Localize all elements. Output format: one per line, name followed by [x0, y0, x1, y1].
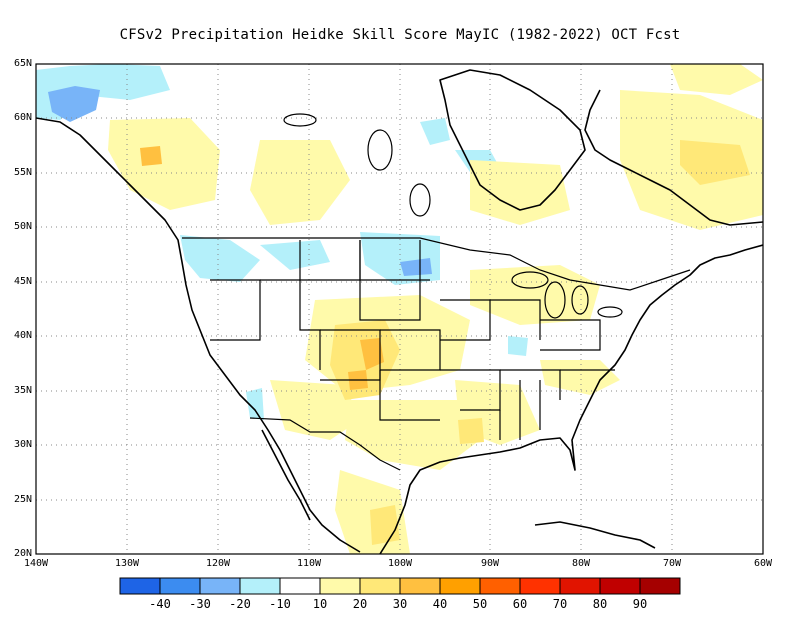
- us-canada-border: [182, 237, 691, 291]
- lon-label-70w: 70W: [662, 558, 682, 569]
- lon-label-90w: 90W: [480, 558, 500, 569]
- lat-label-30n: 30N: [13, 439, 32, 450]
- lon-label-80w: 80W: [571, 558, 591, 569]
- yellow-region-ontario: [470, 160, 570, 225]
- colorbar-label: -40: [149, 597, 171, 611]
- colorbar-label: -30: [189, 597, 211, 611]
- colorbar-label: 60: [512, 597, 528, 611]
- lat-label-60n: 60N: [13, 112, 32, 123]
- blue-region-hudson: [420, 118, 450, 145]
- yellow-region-southwest: [270, 380, 360, 440]
- lat-label-45n: 45N: [13, 276, 32, 287]
- colorbar-label: 70: [552, 597, 568, 611]
- yellow-region-canada-prairie: [250, 140, 350, 225]
- colorbar-label: 10: [312, 597, 328, 611]
- lat-label-55n: 55N: [13, 167, 32, 178]
- lat-label-35n: 35N: [13, 385, 32, 396]
- colorbar-label: -10: [269, 597, 291, 611]
- colorbar-label: 30: [392, 597, 408, 611]
- orange-core-colorado: [360, 338, 384, 370]
- blue-region-california-south: [246, 388, 264, 420]
- lakes: [283, 113, 623, 319]
- yellow-core-quebec: [680, 140, 750, 185]
- blue-region-ohio: [508, 336, 528, 356]
- baja: [261, 429, 311, 521]
- yellow-region-canada-west: [108, 118, 220, 210]
- lat-label-20n: 20N: [13, 548, 32, 559]
- blue-region-montana: [260, 240, 330, 270]
- lon-label-100w: 100W: [387, 558, 413, 569]
- lon-label-60w: 60W: [753, 558, 773, 569]
- blue-region-alaska-core: [48, 86, 100, 122]
- map-title: CFSv2 Precipitation Heidke Skill Score M…: [119, 27, 681, 43]
- pacific-coast: [36, 117, 361, 553]
- hudson-bay: [439, 69, 586, 211]
- lat-label-65n: 65N: [13, 58, 32, 69]
- cuba: [534, 521, 656, 549]
- blue-region-pacific-nw: [180, 235, 260, 282]
- us-mexico-border: [249, 417, 401, 471]
- lon-label-110w: 110W: [296, 558, 322, 569]
- colorbar-label: 80: [592, 597, 608, 611]
- coastlines: [36, 69, 763, 554]
- colorbar-label: 20: [352, 597, 368, 611]
- colorbar-label: 40: [432, 597, 448, 611]
- lon-label-120w: 120W: [205, 558, 231, 569]
- lat-label-25n: 25N: [13, 494, 32, 505]
- gulf-coast: [379, 244, 763, 554]
- lat-label-40n: 40N: [13, 330, 32, 341]
- plot-frame: [35, 63, 764, 555]
- orange-core-bc: [140, 146, 162, 166]
- lat-label-50n: 50N: [13, 221, 32, 232]
- canada-east: [584, 89, 763, 226]
- yellow-region-southeast: [540, 360, 620, 395]
- lon-label-140w: 140W: [23, 558, 49, 569]
- political-borders: [182, 237, 691, 471]
- yellow-region-great-lakes: [470, 265, 600, 325]
- colorbar-label: -20: [229, 597, 251, 611]
- graticule: [36, 64, 763, 554]
- lon-label-130w: 130W: [114, 558, 140, 569]
- yellow-region-labrador: [670, 64, 763, 95]
- colorbar-label: 50: [472, 597, 488, 611]
- blue-region-minnesota-core: [400, 258, 432, 276]
- yellow-region-texas: [345, 400, 480, 470]
- yellow-core-louisiana: [458, 418, 484, 444]
- colorbar-label: 90: [632, 597, 648, 611]
- yellow-core-mexico: [370, 505, 400, 545]
